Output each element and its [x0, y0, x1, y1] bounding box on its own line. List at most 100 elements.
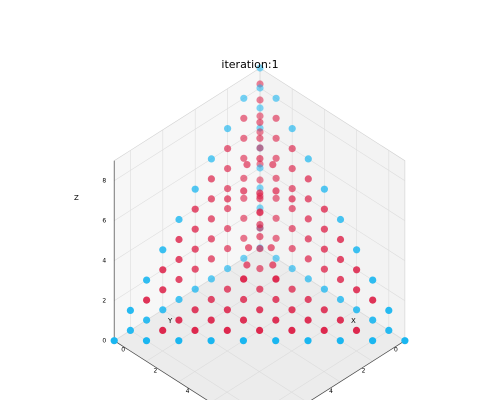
boundary-point [175, 337, 183, 345]
interior-point [256, 118, 264, 126]
interior-point [272, 316, 280, 324]
interior-point [224, 205, 232, 213]
interior-point [191, 326, 199, 334]
interior-point [191, 205, 199, 213]
axis-labels: X Y Z [74, 194, 356, 325]
interior-point [288, 245, 296, 253]
y-tick-label: 0 [394, 347, 398, 354]
interior-point [256, 326, 264, 334]
grid-lines [114, 68, 406, 404]
boundary-point [175, 215, 183, 224]
boundary-point [320, 285, 328, 293]
boundary-point [256, 164, 264, 172]
interior-point [267, 244, 275, 252]
interior-point [288, 185, 296, 193]
interior-point [240, 295, 248, 304]
interior-point [272, 295, 280, 304]
interior-point [240, 275, 248, 283]
boundary-point [304, 337, 312, 345]
interior-point [207, 316, 215, 324]
interior-point [256, 233, 264, 241]
interior-point [245, 244, 253, 252]
wall-grid-z [259, 87, 406, 181]
interior-point [288, 195, 296, 203]
interior-point [288, 145, 296, 153]
interior-point [353, 266, 361, 274]
interior-point [256, 144, 264, 152]
boundary-point [126, 326, 134, 334]
interior-point [175, 316, 183, 324]
interior-point [159, 326, 167, 334]
interior-point [191, 306, 199, 314]
interior-point [304, 175, 312, 183]
interior-point [243, 161, 251, 169]
boundary-point [207, 275, 215, 283]
wall-grid-z [259, 207, 406, 301]
y-axis-label: Y [167, 317, 173, 325]
boundary-point [240, 94, 248, 102]
floor-grid-y [227, 268, 373, 362]
boundary-point [288, 265, 296, 273]
boundary-point [385, 306, 393, 314]
boundary-point [143, 276, 151, 284]
x-axis-line [304, 340, 406, 404]
floor-grid-y [195, 288, 341, 383]
axis-panes [113, 67, 406, 404]
wall-grid-z [114, 247, 261, 341]
interior-point [240, 214, 248, 222]
interior-point [320, 326, 328, 334]
interior-point [207, 175, 215, 183]
interior-point [320, 225, 328, 233]
interior-point [272, 134, 280, 142]
interior-point [256, 209, 264, 217]
interior-point [272, 194, 280, 202]
interior-point [353, 286, 361, 294]
interior-point [175, 235, 183, 244]
interior-point [243, 261, 251, 269]
floor-grid-y [130, 330, 247, 404]
z-axis-label: Z [74, 194, 79, 202]
boundary-point [272, 254, 280, 262]
interior-point [336, 275, 345, 284]
boundary-point [272, 94, 280, 102]
interior-point [320, 205, 328, 213]
boundary-point [336, 215, 345, 224]
interior-point [288, 205, 296, 213]
wall-grid-z [259, 167, 406, 261]
interior-point [191, 265, 199, 273]
wall-grid-z [114, 207, 261, 301]
x-tick-label: 4 [186, 388, 190, 395]
interior-point [288, 326, 296, 334]
boundary-point [143, 316, 151, 324]
interior-point [256, 265, 264, 273]
boundary-point [256, 84, 264, 92]
interior-point [256, 96, 264, 104]
interior-point [272, 187, 280, 195]
boundary-point [159, 306, 167, 314]
boundary-point [256, 64, 264, 72]
interior-point [256, 155, 264, 163]
wall-grid-z [114, 87, 261, 181]
interior-point [159, 286, 167, 294]
interior-point [304, 255, 312, 263]
boundary-point [304, 275, 312, 283]
y-tick-label: 2 [362, 367, 366, 374]
interior-point [224, 145, 232, 153]
interior-point [288, 165, 296, 173]
boundary-point [288, 125, 296, 133]
interior-point [240, 134, 248, 142]
z-tick-label: 2 [102, 298, 106, 305]
boundary-point [110, 337, 118, 345]
interior-point [207, 255, 215, 263]
axis-lines [113, 160, 406, 404]
interior-point [272, 174, 280, 182]
interior-point [272, 214, 280, 222]
z-tick-label: 4 [102, 258, 106, 265]
boundary-point [126, 306, 134, 314]
interior-point [256, 195, 264, 203]
interior-point [336, 235, 345, 244]
interior-point [320, 245, 328, 253]
boundary-point [336, 295, 345, 304]
boundary-point [207, 337, 215, 345]
